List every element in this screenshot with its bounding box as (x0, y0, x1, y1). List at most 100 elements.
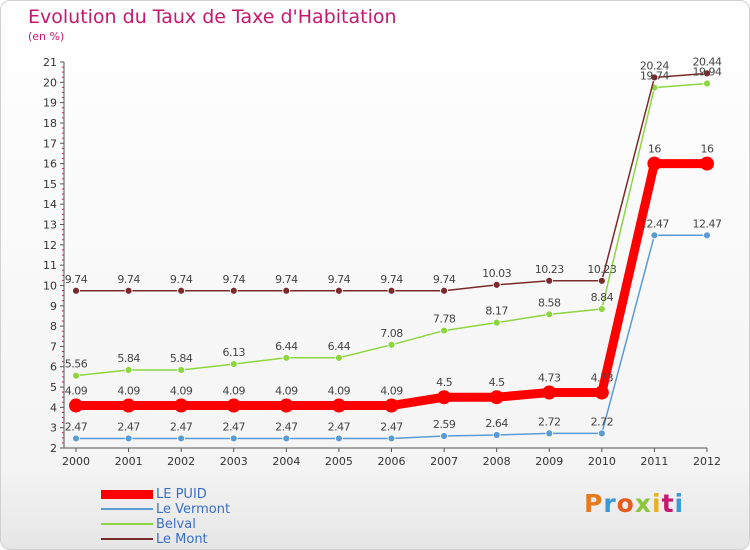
data-label: 7.78 (433, 313, 456, 326)
logo-letter: i (674, 489, 685, 518)
data-point (229, 434, 238, 443)
y-tick-label: 6 (50, 361, 57, 374)
data-point (597, 305, 606, 313)
data-label: 2.47 (170, 420, 193, 433)
x-tick-label: 2005 (325, 455, 353, 468)
data-label: 5.56 (65, 358, 88, 371)
legend-item: Le Mont (101, 532, 301, 547)
data-label: 2.47 (65, 420, 88, 433)
legend-item: Belval (101, 517, 301, 532)
legend-label: Belval (156, 517, 196, 532)
y-tick-label: 17 (43, 137, 57, 150)
data-label: 8.17 (485, 305, 508, 318)
data-point (545, 310, 554, 319)
data-point (229, 360, 238, 368)
data-point (335, 353, 343, 362)
data-point (387, 286, 396, 295)
x-tick-label: 2008 (483, 455, 511, 468)
data-label: 5.84 (170, 352, 193, 365)
data-label: 5.84 (117, 352, 140, 365)
data-label: 8.58 (538, 296, 561, 309)
data-label: 4.09 (170, 385, 193, 398)
data-point (492, 431, 501, 439)
y-tick-label: 15 (43, 178, 57, 191)
data-label: 10.23 (535, 263, 564, 276)
y-tick-label: 14 (43, 198, 57, 211)
y-tick-label: 11 (43, 259, 57, 272)
data-label: 12.47 (693, 217, 722, 230)
y-tick-label: 16 (43, 158, 57, 171)
data-label: 12.47 (640, 217, 669, 230)
y-tick-label: 13 (43, 219, 57, 232)
x-tick-label: 2011 (640, 455, 668, 468)
y-tick-label: 2 (50, 442, 57, 455)
proxiti-logo: Proxiti (584, 489, 684, 518)
y-tick-label: 9 (50, 300, 57, 313)
data-label: 19.94 (693, 66, 722, 79)
data-point (650, 73, 659, 82)
data-label: 2.64 (485, 417, 508, 430)
data-point (437, 390, 452, 405)
y-tick-label: 8 (50, 320, 57, 333)
data-point (703, 69, 711, 78)
data-label: 2.47 (275, 420, 298, 433)
y-tick-label: 10 (43, 279, 57, 292)
data-point (335, 434, 343, 443)
y-tick-label: 3 (50, 422, 57, 435)
data-point (229, 286, 238, 295)
data-point (279, 398, 294, 413)
data-point (124, 434, 133, 443)
legend-label: LE PUID (156, 487, 207, 502)
data-label: 2.47 (328, 420, 351, 433)
data-point (492, 280, 501, 289)
data-point (72, 371, 80, 380)
data-label: 4.5 (489, 376, 505, 389)
data-label: 10.03 (482, 267, 511, 280)
data-label: 2.47 (117, 420, 140, 433)
data-point (384, 398, 399, 413)
chart-unit: (en %) (28, 30, 65, 43)
x-tick-label: 2009 (535, 455, 563, 468)
data-point (387, 340, 396, 349)
legend-item: Le Vermont (101, 502, 301, 517)
data-label: 9.74 (433, 273, 456, 286)
x-tick-label: 2004 (272, 455, 300, 468)
data-point (177, 366, 186, 374)
data-label: 4.73 (591, 372, 614, 385)
y-tick-label: 12 (43, 239, 57, 252)
logo-letter: o (616, 489, 635, 518)
data-label: 7.08 (380, 327, 403, 340)
data-point (545, 429, 554, 438)
data-point (69, 398, 83, 413)
legend-swatch (101, 523, 153, 525)
data-point (594, 385, 609, 400)
x-tick-label: 2001 (115, 455, 143, 468)
y-tick-label: 21 (43, 56, 57, 69)
data-label: 6.13 (223, 346, 246, 359)
data-point (177, 434, 186, 443)
data-point (124, 286, 133, 295)
data-point (72, 434, 80, 443)
data-point (124, 366, 133, 374)
logo-letter: x (634, 489, 652, 518)
data-label: 4.09 (380, 385, 403, 398)
data-point (387, 434, 396, 443)
data-point (121, 398, 136, 413)
data-point (440, 432, 448, 440)
data-point (331, 398, 346, 413)
x-tick-label: 2010 (588, 455, 616, 468)
series-line-3 (76, 72, 708, 292)
y-tick-label: 4 (50, 401, 57, 414)
data-label: 2.47 (223, 420, 246, 433)
y-tick-label: 18 (43, 117, 57, 130)
data-label: 19.74 (640, 70, 669, 83)
x-tick-label: 2000 (62, 455, 90, 468)
data-label: 2.59 (433, 418, 456, 431)
data-label: 4.09 (275, 385, 298, 398)
data-label: 9.74 (223, 273, 246, 286)
data-label: 4.09 (117, 385, 140, 398)
data-point (492, 318, 501, 327)
data-label: 4.09 (65, 385, 88, 398)
